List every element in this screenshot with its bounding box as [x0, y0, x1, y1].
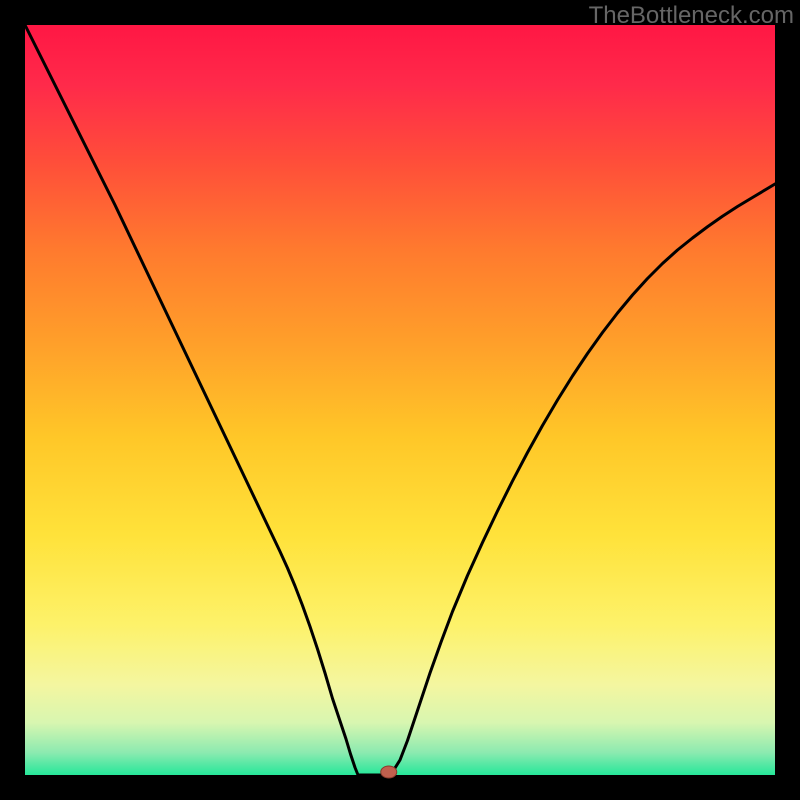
watermark-text: TheBottleneck.com: [589, 2, 794, 30]
optimum-marker: [381, 766, 397, 778]
bottleneck-chart-container: TheBottleneck.com: [0, 0, 800, 800]
chart-plot-background: [25, 25, 775, 775]
bottleneck-chart-svg: [0, 0, 800, 800]
